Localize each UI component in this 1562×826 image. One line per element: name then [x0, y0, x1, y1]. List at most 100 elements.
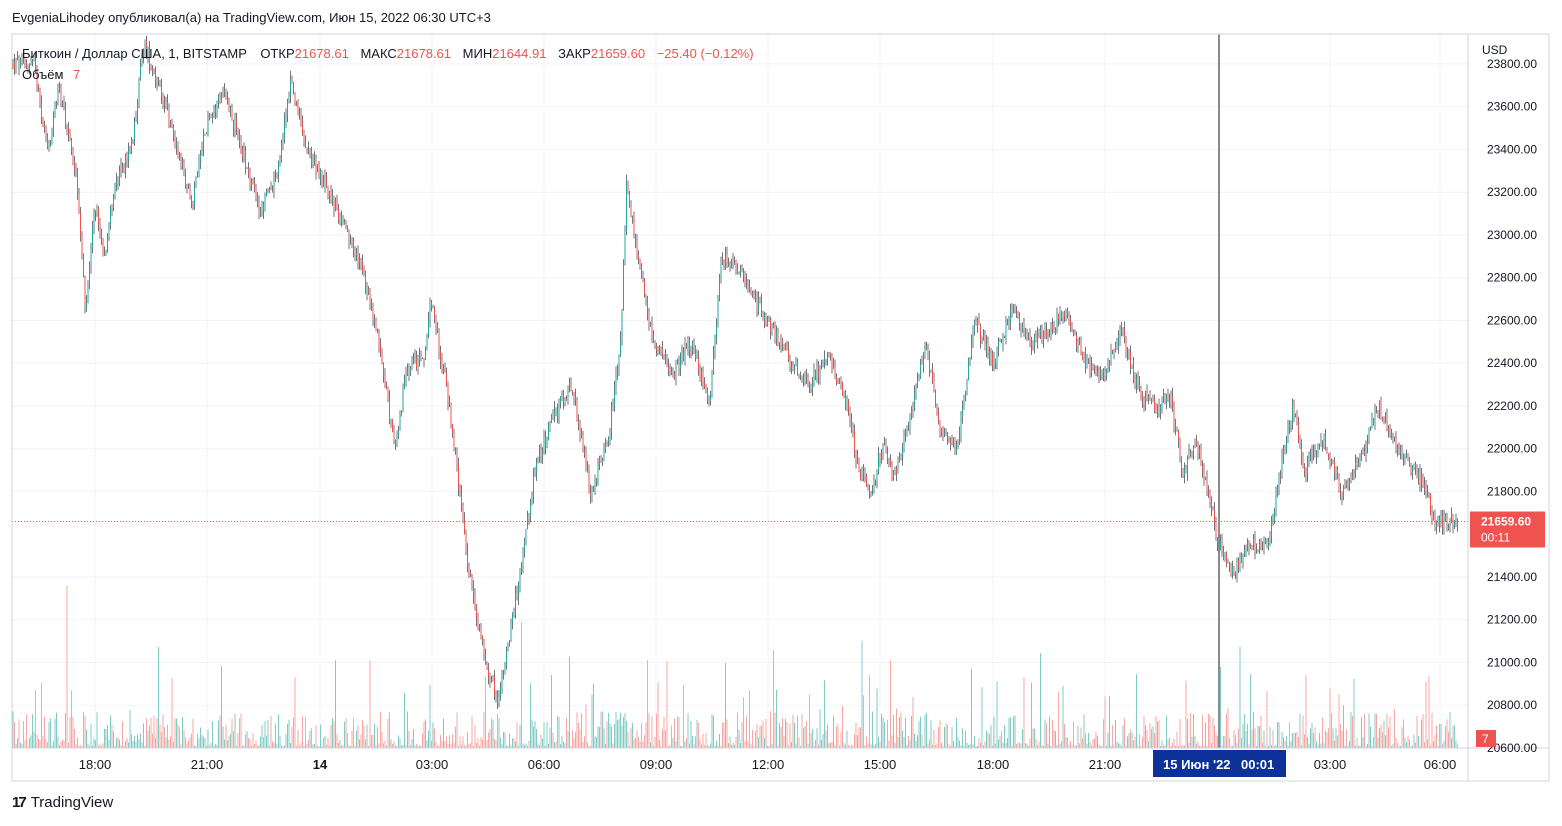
footer-brand[interactable]: 17 TradingView [12, 794, 113, 811]
candle-body [1074, 332, 1076, 336]
candle-body [314, 159, 315, 161]
price-tick-label: 20600.00 [1487, 741, 1537, 755]
candle-body [372, 307, 374, 321]
volume-bar [797, 715, 798, 748]
volume-bar [990, 725, 992, 748]
candle-body [1128, 352, 1130, 354]
candle-body [624, 230, 626, 264]
candle-body [236, 119, 237, 129]
candle-body [1265, 538, 1266, 541]
candle-body [333, 196, 335, 210]
volume-bar [515, 741, 516, 748]
candle-body [783, 344, 785, 350]
volume-bar [527, 745, 528, 748]
candle-body [299, 113, 300, 115]
volume-bar [230, 733, 231, 748]
candle-body [275, 176, 276, 180]
volume-bar [717, 745, 719, 748]
candle-body [1262, 546, 1263, 549]
volume-bar [1001, 731, 1002, 748]
volume-bar [128, 742, 129, 748]
volume-bar [284, 745, 285, 748]
legend-symbol[interactable]: Биткоин / Доллар США, 1, BITSTAMP [22, 46, 247, 61]
volume-bar [279, 735, 281, 748]
volume-bar [710, 743, 711, 748]
volume-bar [689, 743, 690, 748]
candle-body [408, 367, 410, 374]
volume-bar [518, 745, 519, 748]
volume-bar [473, 745, 474, 748]
volume-bar [1341, 730, 1343, 748]
candle-body [917, 380, 918, 388]
candle-body [747, 282, 749, 287]
volume-bar [1125, 745, 1127, 748]
volume-bar [1049, 716, 1050, 748]
volume-bar [735, 736, 737, 748]
candle-body [840, 378, 842, 383]
volume-bar [1440, 724, 1442, 748]
volume-bar [993, 716, 995, 748]
volume-bar [83, 711, 84, 748]
candle-body [827, 356, 828, 360]
volume-bar [44, 716, 45, 748]
volume-bar [1080, 727, 1082, 748]
volume-bar [156, 717, 158, 748]
candle-body [1382, 418, 1383, 422]
candle-body [1347, 484, 1349, 486]
volume-bar [24, 740, 26, 748]
candle-body [875, 479, 876, 481]
volume-bar [825, 730, 827, 748]
volume-bar [671, 725, 672, 748]
volume-bar [353, 718, 354, 748]
volume-bar [1337, 735, 1338, 748]
candle-body [777, 330, 779, 346]
candle-body [443, 368, 444, 370]
candle-body [1289, 424, 1290, 427]
volume-bar [1406, 742, 1407, 748]
candle-body [212, 115, 213, 119]
candle-body [305, 140, 306, 148]
candle-body [1046, 329, 1047, 338]
volume-bar [978, 738, 980, 748]
volume-bar [1034, 728, 1035, 748]
volume-bar [1247, 724, 1248, 748]
volume-bar [495, 740, 497, 748]
candle-body [371, 302, 372, 308]
candle-body [215, 109, 216, 112]
candle-body [957, 443, 959, 445]
volume-bar [435, 741, 437, 748]
candle-body [242, 149, 243, 158]
candle-body [752, 292, 753, 296]
candle-body [969, 357, 971, 359]
volume-bar [749, 690, 750, 748]
volume-bar [387, 718, 389, 748]
volume-bar [1068, 744, 1070, 748]
volume-bar [290, 743, 291, 748]
candle-body [579, 422, 581, 435]
candle-body [671, 371, 672, 374]
volume-bar [756, 724, 758, 748]
volume-bar [585, 704, 587, 748]
candle-body [218, 95, 219, 104]
volume-bar [947, 724, 948, 748]
volume-bar [1097, 735, 1098, 748]
candle-body [599, 457, 600, 465]
candle-body [1172, 395, 1173, 406]
candle-body [737, 268, 738, 274]
candle-body [390, 420, 392, 422]
candle-body [1257, 550, 1259, 551]
candle-body [516, 592, 518, 597]
volume-bar [344, 721, 345, 748]
volume-bar [1260, 715, 1262, 748]
volume-bar [1376, 713, 1377, 748]
volume-bar [1286, 736, 1287, 748]
volume-bar [969, 744, 971, 748]
volume-bar [702, 733, 704, 748]
candle-body [1389, 432, 1391, 434]
volume-bar [209, 745, 210, 748]
volume-bar [816, 728, 818, 748]
candle-body [867, 486, 869, 488]
volume-bar [1361, 717, 1362, 748]
candle-body [176, 141, 177, 147]
time-tick-label: 12:00 [752, 757, 785, 772]
